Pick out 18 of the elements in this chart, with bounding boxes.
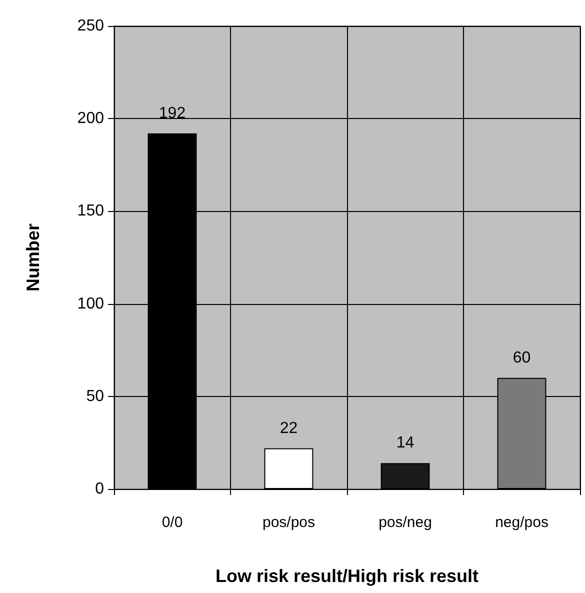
bar (380, 463, 430, 489)
data-label: 14 (396, 434, 414, 452)
bar (264, 448, 314, 489)
x-tick-label: neg/pos (495, 514, 548, 531)
y-tick-label: 0 (95, 480, 104, 498)
data-label: 22 (280, 420, 298, 437)
data-label: 60 (512, 349, 531, 366)
y-tick-label: 250 (77, 18, 104, 34)
y-tick-label: 150 (77, 202, 104, 220)
x-axis-title: Low risk result/High risk result (215, 566, 479, 586)
data-label: 192 (158, 104, 186, 122)
y-axis-title: Number (23, 223, 43, 292)
y-tick-label: 50 (86, 388, 104, 405)
y-tick-label: 100 (77, 295, 104, 312)
x-tick-label: pos/pos (262, 514, 316, 531)
x-tick-label: 0/0 (162, 514, 183, 531)
x-tick-label: pos/neg (378, 514, 432, 531)
y-tick-label: 200 (77, 110, 104, 128)
